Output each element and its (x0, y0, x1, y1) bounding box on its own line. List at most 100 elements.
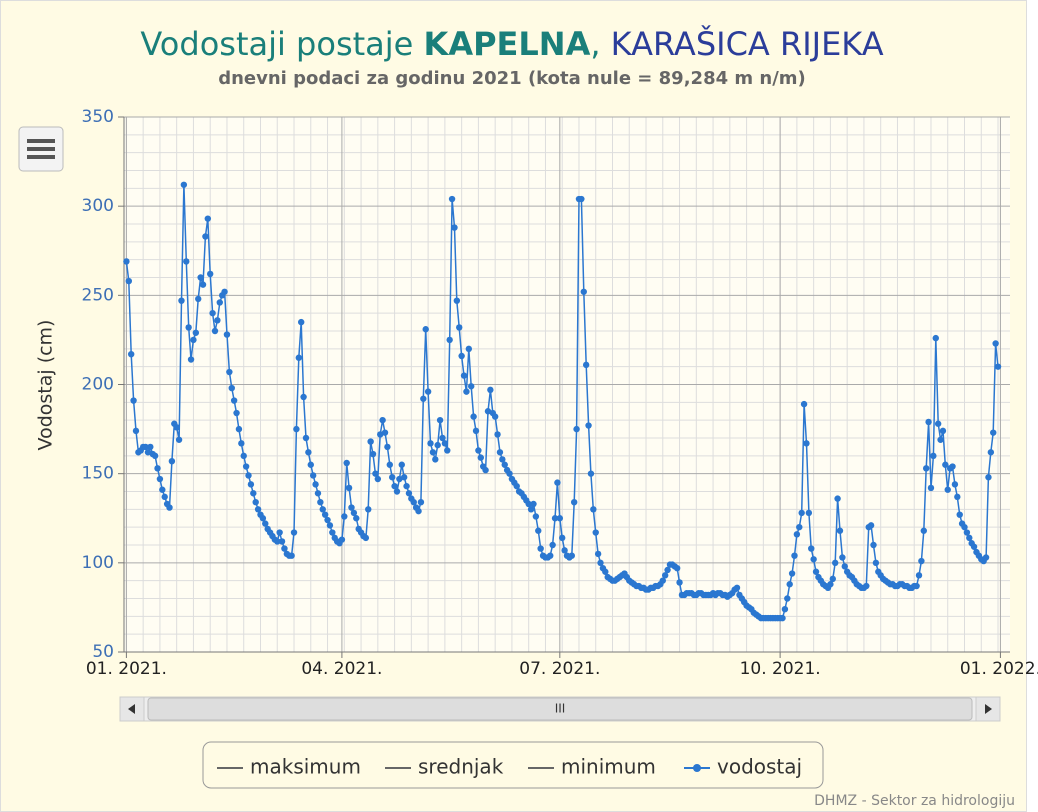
data-point (990, 429, 996, 435)
data-point (403, 483, 409, 489)
data-point (837, 528, 843, 534)
data-point (803, 440, 809, 446)
data-point (430, 449, 436, 455)
data-point (178, 297, 184, 303)
data-point (214, 317, 220, 323)
data-point (593, 529, 599, 535)
x-tick-label: 10. 2021. (740, 659, 821, 679)
data-point (590, 506, 596, 512)
data-point (126, 278, 132, 284)
data-point (226, 369, 232, 375)
data-point (193, 330, 199, 336)
data-point (276, 529, 282, 535)
data-point (425, 388, 431, 394)
data-point (789, 570, 795, 576)
data-point (581, 289, 587, 295)
data-point (451, 224, 457, 230)
data-point (221, 289, 227, 295)
data-point (583, 362, 589, 368)
y-tick-label: 200 (82, 375, 114, 395)
legend-label[interactable]: vodostaj (717, 755, 802, 779)
title-part: KARAŠICA RIJEKA (611, 24, 884, 63)
data-point (394, 488, 400, 494)
data-point (241, 453, 247, 459)
data-point (238, 440, 244, 446)
data-point (317, 499, 323, 505)
data-point (375, 476, 381, 482)
data-point (937, 437, 943, 443)
data-point (343, 460, 349, 466)
grid: 5010015020025030035001. 2021.04. 2021.07… (82, 107, 1038, 679)
data-point (379, 417, 385, 423)
data-point (382, 429, 388, 435)
menu-bar (27, 139, 55, 143)
data-point (315, 490, 321, 496)
data-point (916, 572, 922, 578)
legend-label[interactable]: maksimum (250, 755, 361, 779)
data-point (389, 474, 395, 480)
data-point (923, 465, 929, 471)
data-point (370, 451, 376, 457)
data-point (229, 385, 235, 391)
data-point (418, 499, 424, 505)
data-point (401, 474, 407, 480)
data-point (197, 274, 203, 280)
data-point (930, 453, 936, 459)
data-point (427, 440, 433, 446)
legend-label[interactable]: srednjak (418, 755, 504, 779)
data-point (458, 353, 464, 359)
data-point (588, 470, 594, 476)
data-point (128, 351, 134, 357)
data-point (928, 485, 934, 491)
data-point (957, 511, 963, 517)
data-point (492, 413, 498, 419)
data-point (442, 440, 448, 446)
chart: Vodostaji postaje KAPELNA, KARAŠICA RIJE… (0, 0, 1038, 812)
chart-title: Vodostaji postaje KAPELNA, KARAŠICA RIJE… (140, 24, 883, 63)
data-point (157, 476, 163, 482)
data-point (339, 536, 345, 542)
legend-label[interactable]: minimum (561, 755, 656, 779)
data-point (346, 485, 352, 491)
chart-subtitle: dnevni podaci za godinu 2021 (kota nule … (218, 68, 806, 89)
data-point (674, 565, 680, 571)
data-point (231, 397, 237, 403)
data-point (834, 495, 840, 501)
data-point (482, 467, 488, 473)
data-point (870, 542, 876, 548)
data-point (205, 215, 211, 221)
data-point (181, 182, 187, 188)
data-point (233, 410, 239, 416)
data-point (248, 481, 254, 487)
data-point (473, 428, 479, 434)
data-point (387, 462, 393, 468)
data-point (595, 551, 601, 557)
data-point (983, 554, 989, 560)
data-point (133, 428, 139, 434)
data-point (470, 413, 476, 419)
data-point (573, 426, 579, 432)
data-point (152, 453, 158, 459)
data-point (578, 196, 584, 202)
data-point (207, 271, 213, 277)
scrollbar[interactable]: III (120, 697, 1000, 721)
data-point (873, 560, 879, 566)
data-point (353, 515, 359, 521)
data-point (245, 472, 251, 478)
data-point (992, 340, 998, 346)
data-point (940, 428, 946, 434)
data-point (832, 560, 838, 566)
title-part: Vodostaji postaje (140, 25, 423, 63)
y-tick-label: 300 (82, 196, 114, 216)
data-point (547, 553, 553, 559)
data-point (734, 585, 740, 591)
data-point (466, 346, 472, 352)
data-point (921, 528, 927, 534)
data-point (415, 508, 421, 514)
x-tick-label: 01. 2022. (960, 659, 1038, 679)
data-point (779, 615, 785, 621)
data-point (212, 328, 218, 334)
data-point (217, 299, 223, 305)
menu-button[interactable] (19, 127, 63, 171)
data-point (554, 479, 560, 485)
